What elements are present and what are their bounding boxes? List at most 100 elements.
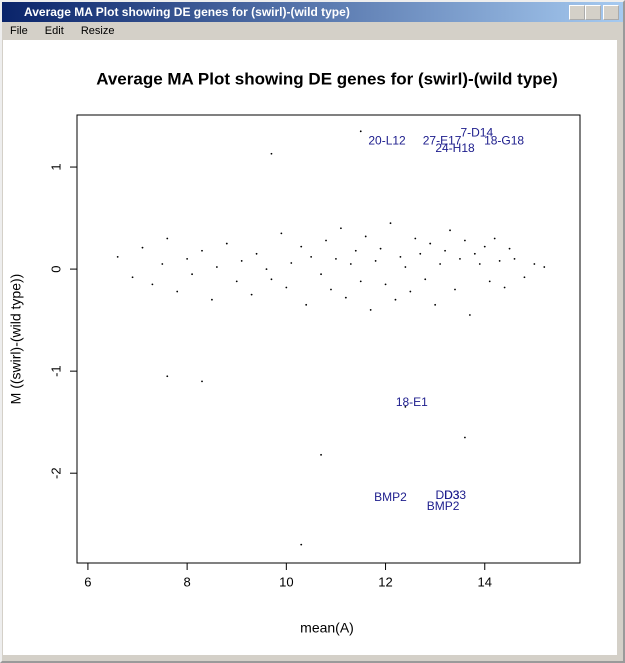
point <box>444 249 446 252</box>
point <box>270 278 273 281</box>
plot-frame <box>76 114 581 564</box>
point <box>399 255 402 258</box>
y-axis-label: M ((swirl)-(wild type)) <box>8 274 24 405</box>
point <box>429 242 432 245</box>
point <box>464 436 466 439</box>
point <box>240 260 243 262</box>
point <box>384 283 387 286</box>
point <box>280 232 283 235</box>
point <box>215 266 218 268</box>
point-label: 18-G18 <box>484 134 524 148</box>
point <box>473 252 476 255</box>
point <box>359 280 362 283</box>
chart: Average MA Plot showing DE genes for (sw… <box>3 40 617 655</box>
point <box>468 314 471 316</box>
point <box>389 222 392 225</box>
point <box>434 303 437 306</box>
y-tick-label: 0 <box>48 265 63 272</box>
title-bar: Average MA Plot showing DE genes for (sw… <box>2 2 623 22</box>
point <box>364 235 367 238</box>
point <box>379 247 382 250</box>
point <box>285 286 288 289</box>
point <box>116 255 119 258</box>
point <box>493 237 496 240</box>
point <box>449 229 451 232</box>
maximize-button[interactable] <box>585 5 601 20</box>
point <box>354 249 357 252</box>
x-tick-label: 6 <box>84 574 91 589</box>
point <box>211 298 213 301</box>
x-tick-label: 10 <box>279 574 293 589</box>
point-label: 7-D14 <box>460 126 493 140</box>
point <box>543 266 546 268</box>
point <box>409 290 412 293</box>
x-tick-label: 12 <box>378 574 392 589</box>
point <box>404 405 407 408</box>
point <box>225 242 228 245</box>
point <box>459 257 461 260</box>
point <box>166 375 169 378</box>
point <box>325 239 327 242</box>
point <box>369 309 372 311</box>
point <box>414 237 417 240</box>
point <box>320 273 322 276</box>
menu-item[interactable]: Resize <box>80 25 115 37</box>
point <box>344 296 347 299</box>
close-button[interactable] <box>603 5 619 20</box>
point-label: BMP2 <box>374 490 407 504</box>
point <box>498 260 501 262</box>
window-title: Average MA Plot showing DE genes for (sw… <box>24 5 350 19</box>
point <box>503 286 506 289</box>
y-tick-label: -2 <box>48 467 63 479</box>
point <box>330 288 332 291</box>
y-tick-label: 1 <box>48 163 63 170</box>
point-label: BMP2 <box>427 499 460 513</box>
point <box>394 298 397 301</box>
chart-title: Average MA Plot showing DE genes for (sw… <box>96 69 558 88</box>
point <box>300 245 303 248</box>
x-tick-label: 14 <box>478 574 492 589</box>
y-tick-label: -1 <box>48 365 63 377</box>
point <box>161 263 164 265</box>
point <box>374 260 377 262</box>
point <box>290 262 293 264</box>
point-label: 24-H18 <box>435 141 475 155</box>
point <box>533 263 536 265</box>
point <box>320 453 322 456</box>
point <box>255 252 258 255</box>
point <box>235 280 238 283</box>
point <box>335 257 337 260</box>
point <box>141 246 144 249</box>
point <box>176 290 179 293</box>
menu-item[interactable]: Edit <box>44 25 64 37</box>
x-tick-label: 8 <box>184 574 191 589</box>
point <box>454 288 456 291</box>
menu-item[interactable]: File <box>10 25 28 37</box>
point <box>166 237 169 240</box>
point <box>464 239 466 242</box>
point <box>359 130 362 133</box>
menu-bar: File Edit Resize <box>2 22 623 40</box>
point <box>191 273 193 276</box>
point-label: 20-L12 <box>368 134 406 148</box>
minimize-button[interactable] <box>569 5 585 20</box>
point-label: DD3 <box>436 488 460 502</box>
point <box>131 276 134 279</box>
point <box>265 268 268 270</box>
point <box>483 245 486 248</box>
point-label: 27-E17 <box>423 134 462 148</box>
point <box>186 257 189 260</box>
point <box>424 278 427 281</box>
point <box>201 249 203 252</box>
point <box>404 266 407 268</box>
point <box>513 257 516 260</box>
point <box>523 276 526 279</box>
point-label: 18-E1 <box>396 395 428 409</box>
point-label: D33 <box>444 488 466 502</box>
point <box>340 227 342 230</box>
point <box>488 280 491 283</box>
x-axis-label: mean(A) <box>300 620 354 636</box>
point <box>201 380 203 383</box>
point <box>439 263 442 265</box>
point <box>270 152 273 155</box>
